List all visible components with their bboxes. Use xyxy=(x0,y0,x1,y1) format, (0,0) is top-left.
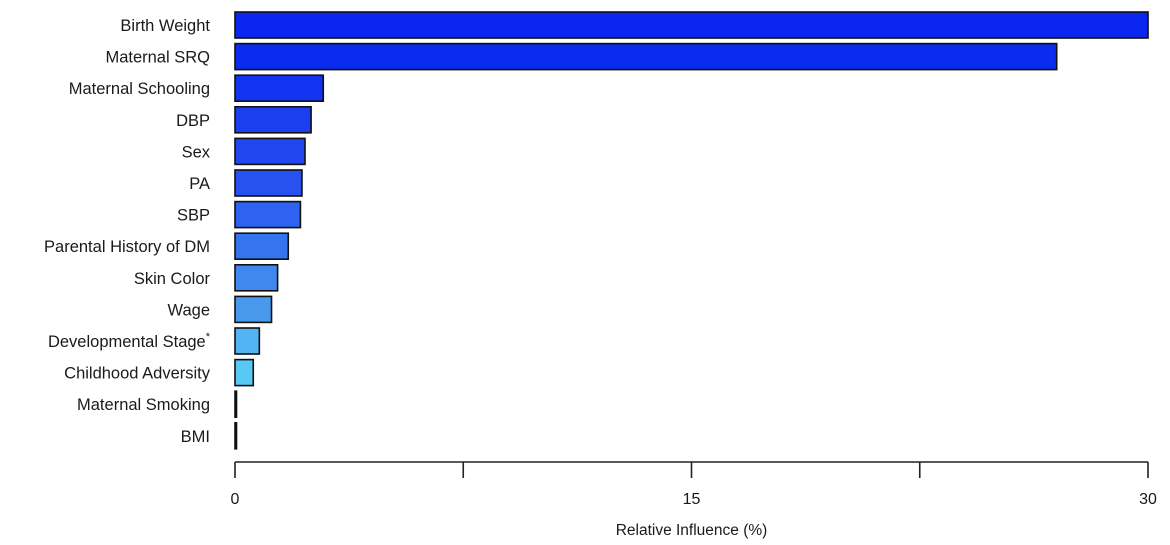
category-label-maternal-srq: Maternal SRQ xyxy=(105,49,210,67)
category-label-developmental-stage: Developmental Stage* xyxy=(48,331,211,351)
bar-bmi xyxy=(234,421,238,450)
x-axis-title: Relative Influence (%) xyxy=(616,522,768,539)
x-axis: 0 15 30 xyxy=(231,461,1157,508)
bar-wage xyxy=(234,295,273,324)
category-label-maternal-smoking: Maternal Smoking xyxy=(77,396,210,414)
bar-maternal-srq xyxy=(234,42,1058,71)
x-tick-label: 15 xyxy=(683,491,701,508)
bar-parental-history-of-dm xyxy=(234,232,290,260)
category-label-wage: Wage xyxy=(168,301,211,319)
category-label-birth-weight: Birth Weight xyxy=(120,17,210,35)
category-footnote-marker: * xyxy=(206,331,211,343)
bar-maternal-smoking xyxy=(234,390,238,419)
bar-pa xyxy=(234,169,303,197)
bar-sex xyxy=(234,137,306,166)
bar-dbp xyxy=(234,106,312,134)
category-label-bmi: BMI xyxy=(181,428,210,446)
category-labels: Birth Weight Maternal SRQ Maternal Schooli… xyxy=(44,17,211,446)
category-label-childhood-adversity: Childhood Adversity xyxy=(64,365,211,383)
category-label-maternal-schooling: Maternal Schooling xyxy=(69,80,210,98)
category-label-parental-history-of-dm: Parental History of DM xyxy=(44,238,210,256)
category-label-sbp: SBP xyxy=(177,207,210,225)
bar-sbp xyxy=(234,200,302,229)
x-tick-label: 0 xyxy=(231,491,240,508)
category-label-skin-color: Skin Color xyxy=(134,270,211,288)
bar-childhood-adversity xyxy=(234,358,255,387)
category-label-pa: PA xyxy=(189,175,210,193)
bar-birth-weight xyxy=(234,11,1149,39)
x-tick-label: 30 xyxy=(1139,491,1157,508)
category-label-sex: Sex xyxy=(182,143,211,161)
bar-developmental-stage xyxy=(234,327,261,355)
bar-skin-color xyxy=(234,263,279,292)
category-label-dbp: DBP xyxy=(176,112,210,130)
bar-maternal-schooling xyxy=(234,74,325,102)
bars-layer xyxy=(234,11,1149,450)
